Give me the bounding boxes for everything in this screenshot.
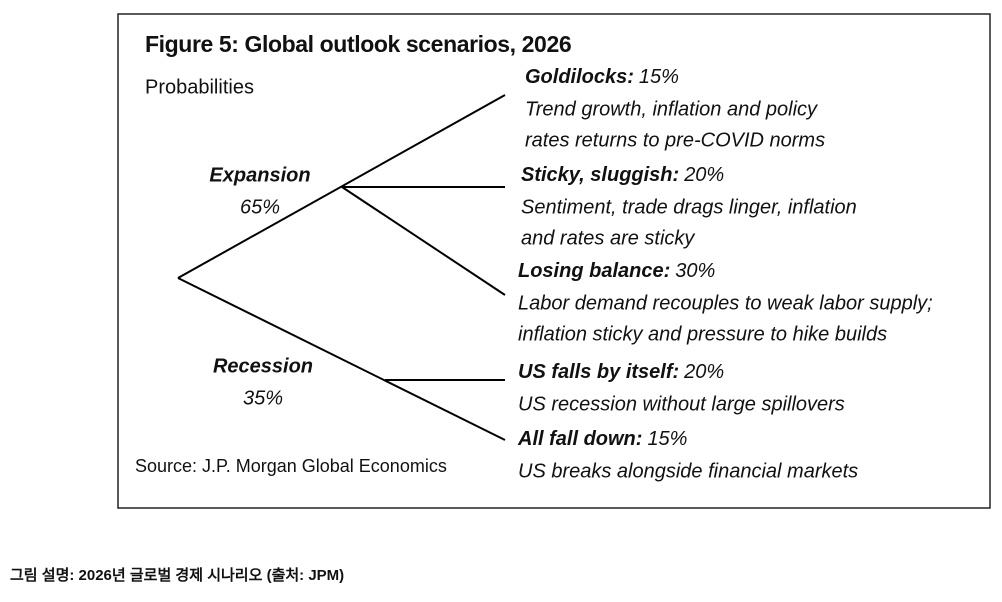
leaf-probability: 30% [675,260,715,282]
leaf-heading: US falls by itself: 20% [518,361,724,383]
leaf-description: inflation sticky and pressure to hike bu… [518,323,887,345]
leaf-description: Trend growth, inflation and policy [525,98,818,120]
branch-label: Recession [213,355,313,377]
branch-label: Expansion [209,164,310,186]
tree-lines [177,94,506,441]
leaf-probability: 15% [639,66,679,88]
leaf-probability: 20% [683,361,724,383]
leaf-description: Labor demand recouples to weak labor sup… [518,292,933,314]
leaf-heading: Goldilocks: 15% [525,66,679,88]
branch-line [177,277,506,441]
source-note: Source: J.P. Morgan Global Economics [135,456,447,476]
branch-line [341,186,506,296]
leaf-heading: Losing balance: 30% [518,260,715,282]
leaf-probability: 15% [647,428,687,450]
branch-probability: 65% [240,196,280,218]
figure-subtitle: Probabilities [145,76,254,98]
leaf-description: and rates are sticky [521,227,695,249]
leaf-heading: All fall down: 15% [517,428,687,450]
leaf-description: Sentiment, trade drags linger, inflation [521,196,857,218]
branch-probability: 35% [243,387,283,409]
leaf-name: Losing balance: [518,260,670,282]
leaf-heading: Sticky, sluggish: 20% [521,164,724,186]
leaf-probability: 20% [683,164,724,186]
branch-line [177,94,506,279]
leaf-name: US falls by itself: [518,361,679,383]
leaf-name: All fall down: [517,428,642,450]
figure-title: Figure 5: Global outlook scenarios, 2026 [145,31,571,57]
figure-frame [117,13,991,509]
caption: 그림 설명: 2026년 글로벌 경제 시나리오 (출처: JPM) [10,566,344,584]
leaf-name: Goldilocks: [525,66,634,88]
leaf-description: rates returns to pre-COVID norms [525,129,825,151]
leaf-description: US breaks alongside financial markets [518,460,858,482]
leaf-description: US recession without large spillovers [518,393,845,415]
leaf-name: Sticky, sluggish: [521,164,679,186]
